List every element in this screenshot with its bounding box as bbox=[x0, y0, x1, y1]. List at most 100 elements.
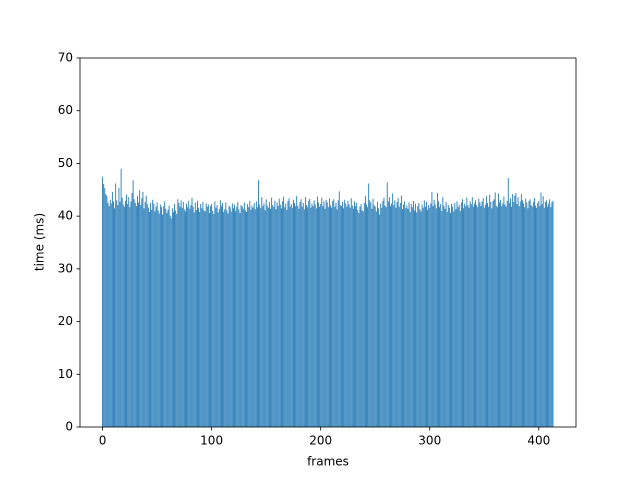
bar bbox=[434, 204, 436, 427]
bar bbox=[540, 192, 542, 427]
bar bbox=[157, 210, 159, 427]
bar bbox=[193, 212, 195, 427]
bar bbox=[452, 206, 454, 427]
bar bbox=[282, 201, 283, 427]
bar bbox=[462, 199, 463, 427]
bar bbox=[312, 206, 314, 427]
bar bbox=[150, 202, 151, 427]
bar bbox=[212, 210, 214, 427]
bar bbox=[225, 202, 227, 427]
y-axis-label: time (ms) bbox=[33, 213, 47, 271]
bar bbox=[397, 198, 399, 427]
bar bbox=[515, 192, 517, 427]
bar bbox=[306, 205, 307, 427]
bar bbox=[115, 183, 117, 427]
bar bbox=[266, 205, 268, 427]
bar bbox=[516, 204, 518, 427]
bar bbox=[297, 205, 299, 427]
bar bbox=[453, 211, 455, 427]
bar bbox=[178, 202, 180, 427]
bar bbox=[459, 210, 461, 427]
bar bbox=[328, 198, 330, 427]
bar bbox=[126, 194, 128, 427]
bar bbox=[192, 206, 194, 427]
bar bbox=[118, 187, 120, 427]
bar bbox=[378, 208, 379, 427]
bar bbox=[134, 202, 136, 427]
bar bbox=[278, 198, 280, 427]
bar bbox=[549, 199, 551, 427]
bar bbox=[552, 200, 554, 427]
bar bbox=[513, 201, 515, 427]
bar bbox=[195, 209, 197, 427]
bar bbox=[387, 201, 389, 427]
bar bbox=[122, 204, 124, 427]
bar bbox=[526, 202, 528, 427]
bar bbox=[356, 202, 358, 427]
bar bbox=[227, 213, 229, 427]
bar bbox=[142, 191, 144, 427]
bar bbox=[183, 209, 185, 427]
bar bbox=[295, 206, 297, 427]
bar bbox=[284, 207, 286, 427]
bar bbox=[262, 206, 264, 427]
bar bbox=[105, 194, 107, 427]
bar bbox=[339, 205, 341, 427]
bar bbox=[307, 207, 309, 427]
bar bbox=[219, 200, 221, 427]
bar bbox=[207, 204, 209, 427]
bar bbox=[113, 201, 114, 427]
bar bbox=[133, 199, 135, 427]
bar bbox=[395, 207, 397, 427]
bar bbox=[310, 207, 312, 427]
bar bbox=[114, 208, 116, 427]
bar bbox=[468, 207, 470, 427]
bar bbox=[333, 199, 335, 427]
bar bbox=[252, 207, 254, 427]
bar bbox=[483, 207, 485, 427]
bar bbox=[173, 211, 174, 427]
bar bbox=[436, 192, 438, 427]
bar bbox=[347, 200, 349, 427]
bar bbox=[393, 205, 395, 427]
bar bbox=[165, 208, 167, 427]
bar bbox=[189, 208, 191, 427]
bar bbox=[465, 206, 467, 427]
bar bbox=[357, 209, 359, 427]
bar bbox=[199, 211, 201, 427]
bar bbox=[511, 206, 512, 427]
bar bbox=[127, 204, 129, 427]
bar bbox=[419, 209, 421, 427]
bar bbox=[517, 197, 519, 427]
bar bbox=[543, 207, 545, 427]
bar bbox=[239, 212, 241, 427]
bar bbox=[524, 207, 526, 427]
bar bbox=[441, 210, 443, 427]
bar bbox=[154, 211, 156, 427]
bar bbox=[304, 197, 306, 427]
bar bbox=[510, 198, 511, 427]
bar bbox=[217, 212, 219, 427]
bar bbox=[255, 201, 257, 427]
bar bbox=[407, 208, 409, 427]
bar bbox=[185, 211, 186, 427]
bar bbox=[496, 207, 498, 427]
bar bbox=[322, 206, 324, 427]
bar bbox=[383, 197, 385, 427]
bar bbox=[426, 201, 427, 427]
bar bbox=[382, 200, 384, 427]
bar bbox=[125, 200, 126, 427]
bar bbox=[209, 212, 210, 427]
bar bbox=[119, 201, 121, 427]
bar bbox=[171, 208, 173, 427]
bar bbox=[363, 202, 365, 427]
bar bbox=[525, 198, 527, 427]
bar bbox=[313, 200, 315, 427]
bar bbox=[223, 211, 225, 427]
bar bbox=[469, 201, 471, 427]
bar bbox=[164, 201, 166, 427]
bar bbox=[346, 206, 348, 427]
bar bbox=[527, 208, 529, 427]
bar bbox=[180, 200, 182, 427]
bar bbox=[488, 206, 490, 427]
